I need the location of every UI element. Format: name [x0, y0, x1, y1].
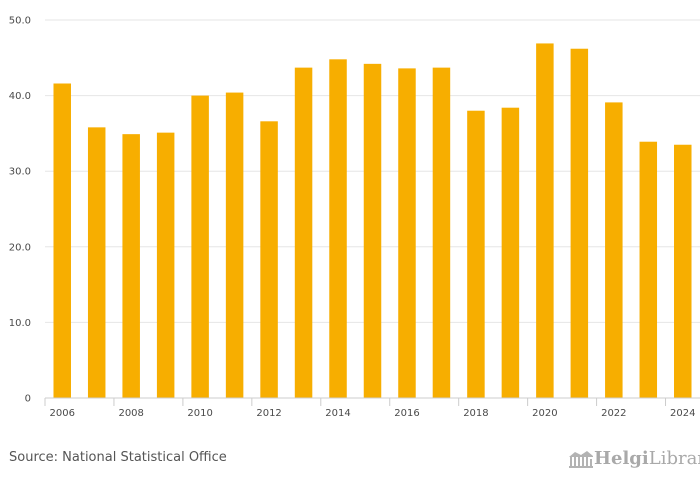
bar-2022 [605, 102, 623, 399]
y-tick-label: 10.0 [9, 318, 31, 329]
bar-2020 [536, 43, 554, 398]
bar-2011 [225, 92, 244, 399]
x-axis-ticks [44, 398, 667, 406]
y-tick-label: 20.0 [9, 242, 31, 253]
x-axis-labels: 2006 2008 2010 2012 2014 2016 2018 2020 2022 2024 [50, 408, 696, 419]
bar-2016 [398, 68, 416, 398]
bar-2013 [294, 67, 313, 399]
bar-2023 [639, 141, 658, 398]
bar-2008 [122, 134, 140, 398]
bar-2019 [501, 107, 520, 399]
bar-2017 [432, 67, 451, 399]
y-tick-label: 30.0 [9, 167, 31, 178]
logo-library: Library. [648, 448, 700, 469]
x-tick-label: 2012 [256, 408, 281, 419]
helgilibrary-logo: HelgiLibrary. [568, 448, 700, 469]
bar-2012 [260, 121, 278, 398]
bar-2007 [87, 127, 106, 399]
bar-2018 [467, 110, 485, 398]
bar-2010 [191, 95, 209, 398]
y-tick-label: 0 [25, 394, 31, 405]
bar-series [53, 43, 692, 399]
x-tick-label: 2016 [394, 408, 419, 419]
bar-2006 [53, 83, 71, 398]
y-tick-label: 50.0 [9, 16, 31, 27]
y-axis-labels: 0 10.0 20.0 30.0 40.0 50.0 [9, 16, 31, 405]
bar-2009 [156, 132, 175, 399]
logo-wordmark: HelgiLibrary. [594, 448, 700, 469]
library-building-icon [569, 450, 593, 468]
x-tick-label: 2022 [601, 408, 626, 419]
bar-chart: 010.020.030.040.050.0 2006 2008 2010 2012 20… [9, 16, 700, 419]
x-tick-label: 2008 [118, 408, 143, 419]
source-note: Source: National Statistical Office [9, 450, 227, 465]
x-tick-label: 2024 [670, 408, 695, 419]
x-tick-label: 2014 [325, 408, 350, 419]
bar-2024 [674, 144, 692, 398]
x-tick-label: 2018 [463, 408, 488, 419]
bar-2014 [329, 59, 347, 398]
logo-helgi: Helgi [594, 448, 649, 469]
x-tick-label: 2006 [50, 408, 75, 419]
y-tick-label: 40.0 [9, 91, 31, 102]
bar-2015 [363, 63, 382, 399]
bar-2021 [570, 48, 589, 399]
x-tick-label: 2010 [187, 408, 212, 419]
x-tick-label: 2020 [532, 408, 557, 419]
